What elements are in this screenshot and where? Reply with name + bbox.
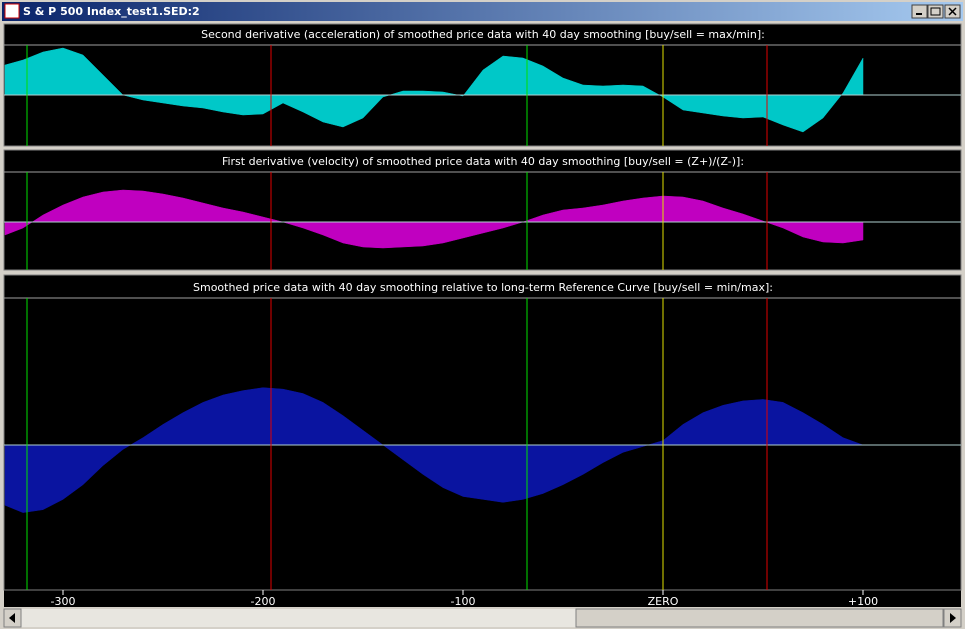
area-series	[4, 189, 864, 249]
scrollbar	[3, 608, 962, 628]
plot-area	[4, 297, 961, 590]
chart-panel: Second derivative (acceleration) of smoo…	[3, 23, 962, 147]
plot-area	[4, 44, 961, 146]
close-icon	[948, 7, 957, 16]
x-tick-label: -300	[51, 595, 76, 608]
x-tick-label: -100	[451, 595, 476, 608]
minimize-button[interactable]	[911, 4, 928, 19]
panel-title: Second derivative (acceleration) of smoo…	[201, 28, 765, 41]
maximize-button[interactable]	[927, 4, 944, 19]
panel-title: Smoothed price data with 40 day smoothin…	[193, 281, 773, 294]
panel-title: First derivative (velocity) of smoothed …	[222, 155, 744, 168]
x-tick-label: -200	[251, 595, 276, 608]
title-bar	[2, 2, 963, 21]
window-title: S & P 500 Index_test1.SED:2	[23, 5, 200, 18]
chart-panel: Smoothed price data with 40 day smoothin…	[3, 274, 962, 591]
area-series	[4, 47, 864, 133]
app-icon	[4, 3, 20, 19]
chart-panel: First derivative (velocity) of smoothed …	[3, 149, 962, 271]
area-series	[4, 387, 864, 513]
x-tick-label: +100	[848, 595, 878, 608]
maximize-icon	[930, 7, 941, 16]
window-buttons	[911, 4, 961, 19]
scroll-thumb[interactable]	[575, 608, 944, 628]
x-tick-label: ZERO	[648, 595, 679, 608]
x-axis-band	[4, 590, 961, 607]
plot-area	[4, 171, 961, 270]
scroll-left-arrow	[9, 613, 15, 623]
scroll-right-arrow	[950, 613, 956, 623]
